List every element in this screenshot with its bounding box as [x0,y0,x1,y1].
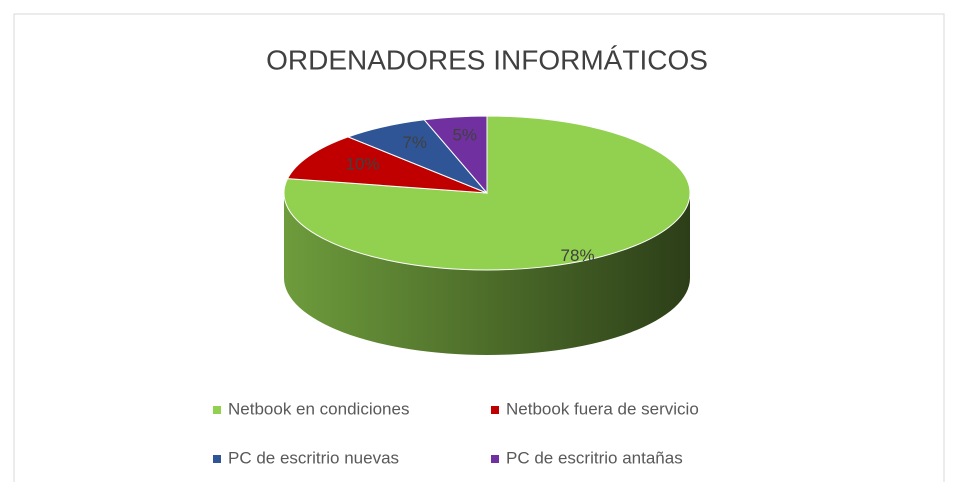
legend-label: Netbook fuera de servicio [506,399,699,418]
data-label: 5% [452,125,477,144]
legend-marker [213,406,221,414]
legend-label: Netbook en condiciones [228,399,409,418]
legend-marker [491,406,499,414]
data-label: 78% [561,246,595,265]
pie-top [286,136,488,194]
data-label: 10% [345,155,379,174]
chart-title: ORDENADORES INFORMÁTICOS [266,44,708,75]
pie-side [284,193,690,355]
pie-slice [423,115,488,195]
legend-label: PC de escritrio nuevas [228,448,399,467]
legend-marker [491,455,499,463]
legend-marker [213,455,221,463]
data-label: 7% [402,133,427,152]
pie-top [423,115,488,195]
legend-label: PC de escritrio antañas [506,448,683,467]
pie-slice [286,136,488,194]
